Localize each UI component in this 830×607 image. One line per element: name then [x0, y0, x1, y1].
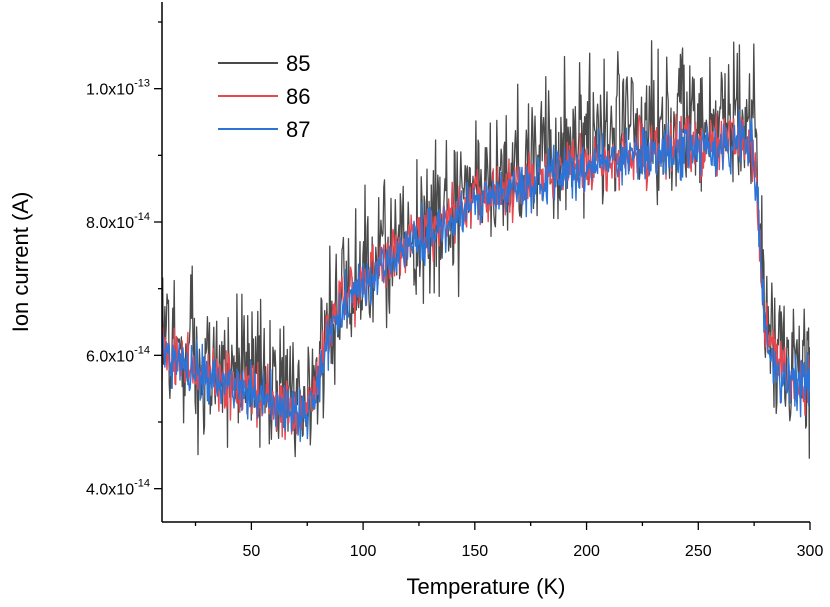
x-tick-label: 200 — [573, 543, 600, 560]
series-layer — [162, 40, 810, 459]
y-tick-label: 8.0x10-14 — [86, 211, 150, 232]
x-tick-label: 150 — [461, 543, 488, 560]
legend-label-85: 85 — [286, 51, 310, 76]
y-ticks: 4.0x10-14 6.0x10-14 8.0x10-14 1.0x10-13 — [86, 21, 162, 499]
series-line-87 — [162, 108, 810, 443]
legend: 85 86 87 — [218, 51, 310, 142]
x-ticks: 50 100 150 200 250 300 — [194, 522, 824, 560]
x-axis-title: Temperature (K) — [407, 574, 566, 599]
y-tick-label: 1.0x10-13 — [86, 78, 150, 99]
x-tick-label: 300 — [797, 543, 824, 560]
legend-label-86: 86 — [286, 84, 310, 109]
x-tick-label: 50 — [242, 543, 260, 560]
x-tick-label: 250 — [685, 543, 712, 560]
y-tick-label: 4.0x10-14 — [86, 478, 150, 499]
legend-label-87: 87 — [286, 117, 310, 142]
y-axis-title: Ion current (A) — [8, 192, 33, 333]
y-tick-label: 6.0x10-14 — [86, 344, 150, 365]
x-tick-label: 100 — [350, 543, 377, 560]
